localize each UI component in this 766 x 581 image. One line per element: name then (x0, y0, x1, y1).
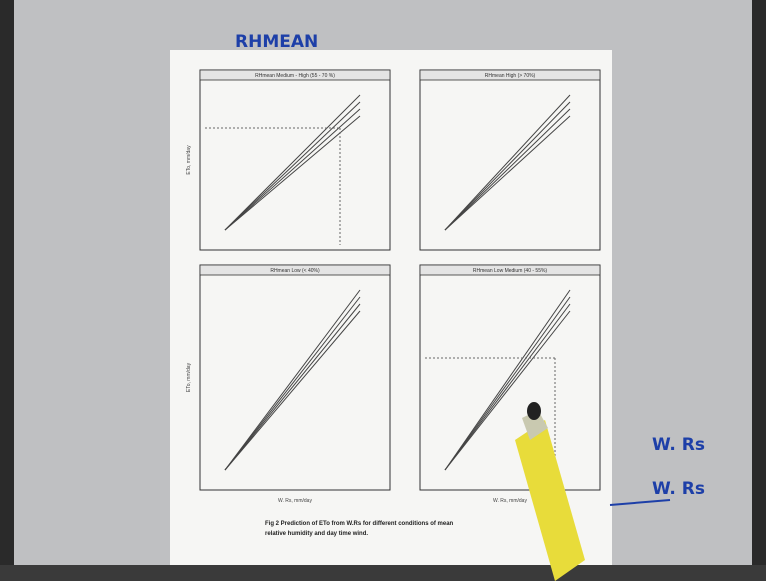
panel-title: RHmean Low Medium (40 - 55%) (473, 268, 548, 274)
y-axis-label: ETo, mm/day (186, 362, 192, 392)
y-axis-label: ETo, mm/day (186, 145, 192, 175)
caption-line: Fig 2 Prediction of ETo from W.Rs for di… (265, 521, 454, 527)
pen-point (527, 402, 541, 420)
handwritten-note: W. Rs (652, 435, 705, 455)
panel-title: RHmean Medium - High (55 - 70 %) (255, 73, 335, 79)
panel-title: RHmean Low (< 40%) (270, 268, 320, 274)
panel-title: RHmean High (> 70%) (485, 73, 536, 79)
screen: RHMEAN W. Rs W. Rs Fig 2 Prediction of E… (0, 0, 766, 581)
x-axis-label: W. Rs, mm/day (493, 498, 527, 504)
x-axis-label: W. Rs, mm/day (278, 498, 312, 504)
handwritten-note: W. Rs (652, 479, 705, 499)
frame-edge (752, 0, 766, 581)
caption-line: relative humidity and day time wind. (265, 531, 368, 537)
frame-edge (0, 565, 766, 581)
frame-edge (0, 0, 14, 581)
handwritten-note: RHMEAN (235, 32, 318, 52)
